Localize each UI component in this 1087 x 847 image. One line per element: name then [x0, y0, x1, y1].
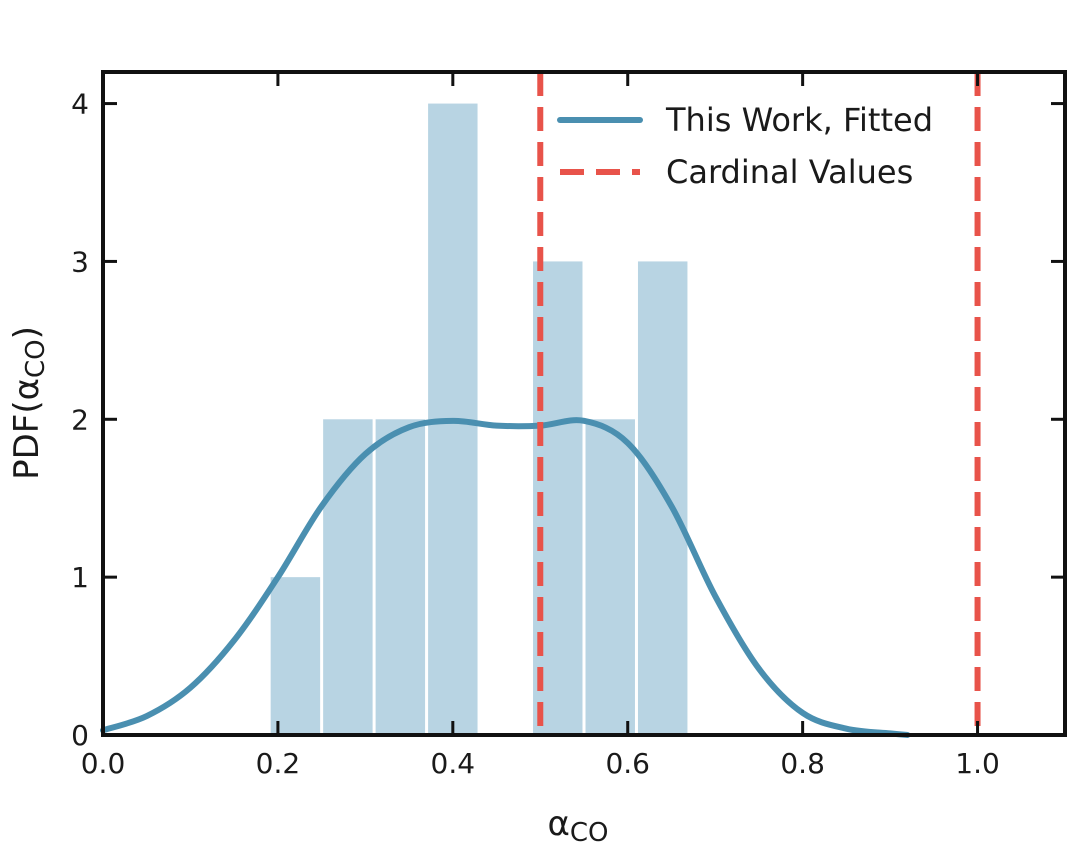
cardinal-value-lines	[537, 72, 981, 735]
y-axis-label: PDF(αCO)	[7, 326, 51, 480]
axis-tick-labels: 0.0 0.2 0.4 0.6 0.8 1.0 0 1 2 3 4	[71, 88, 1000, 780]
legend: This Work, Fitted Cardinal Values	[557, 101, 933, 191]
histogram-bars	[270, 103, 688, 736]
y-tick-label: 2	[71, 403, 89, 436]
y-tick-label: 0	[71, 719, 89, 752]
y-tick-label: 4	[71, 88, 89, 121]
histogram-bar	[270, 577, 321, 735]
axis-ticks	[101, 72, 1065, 737]
histogram-bar	[585, 419, 635, 735]
x-tick-label: 0.4	[431, 747, 476, 780]
x-tick-label: 0.0	[81, 747, 126, 780]
x-tick-label: 0.6	[605, 747, 650, 780]
y-tick-label: 1	[71, 561, 89, 594]
x-tick-label: 1.0	[955, 747, 1000, 780]
x-tick-label: 0.8	[780, 747, 825, 780]
x-axis-label: αCO	[547, 804, 608, 847]
histogram-bar	[637, 261, 688, 735]
legend-label-fitted: This Work, Fitted	[665, 101, 933, 139]
series-curves	[100, 417, 911, 738]
legend-label-cardinal: Cardinal Values	[666, 153, 913, 191]
x-tick-label: 0.2	[256, 747, 301, 780]
histogram-bar	[323, 419, 373, 735]
histogram-bar	[375, 419, 426, 735]
series-line-fitted	[100, 417, 911, 738]
plot-frame	[101, 70, 1067, 737]
y-tick-label: 3	[71, 245, 89, 278]
